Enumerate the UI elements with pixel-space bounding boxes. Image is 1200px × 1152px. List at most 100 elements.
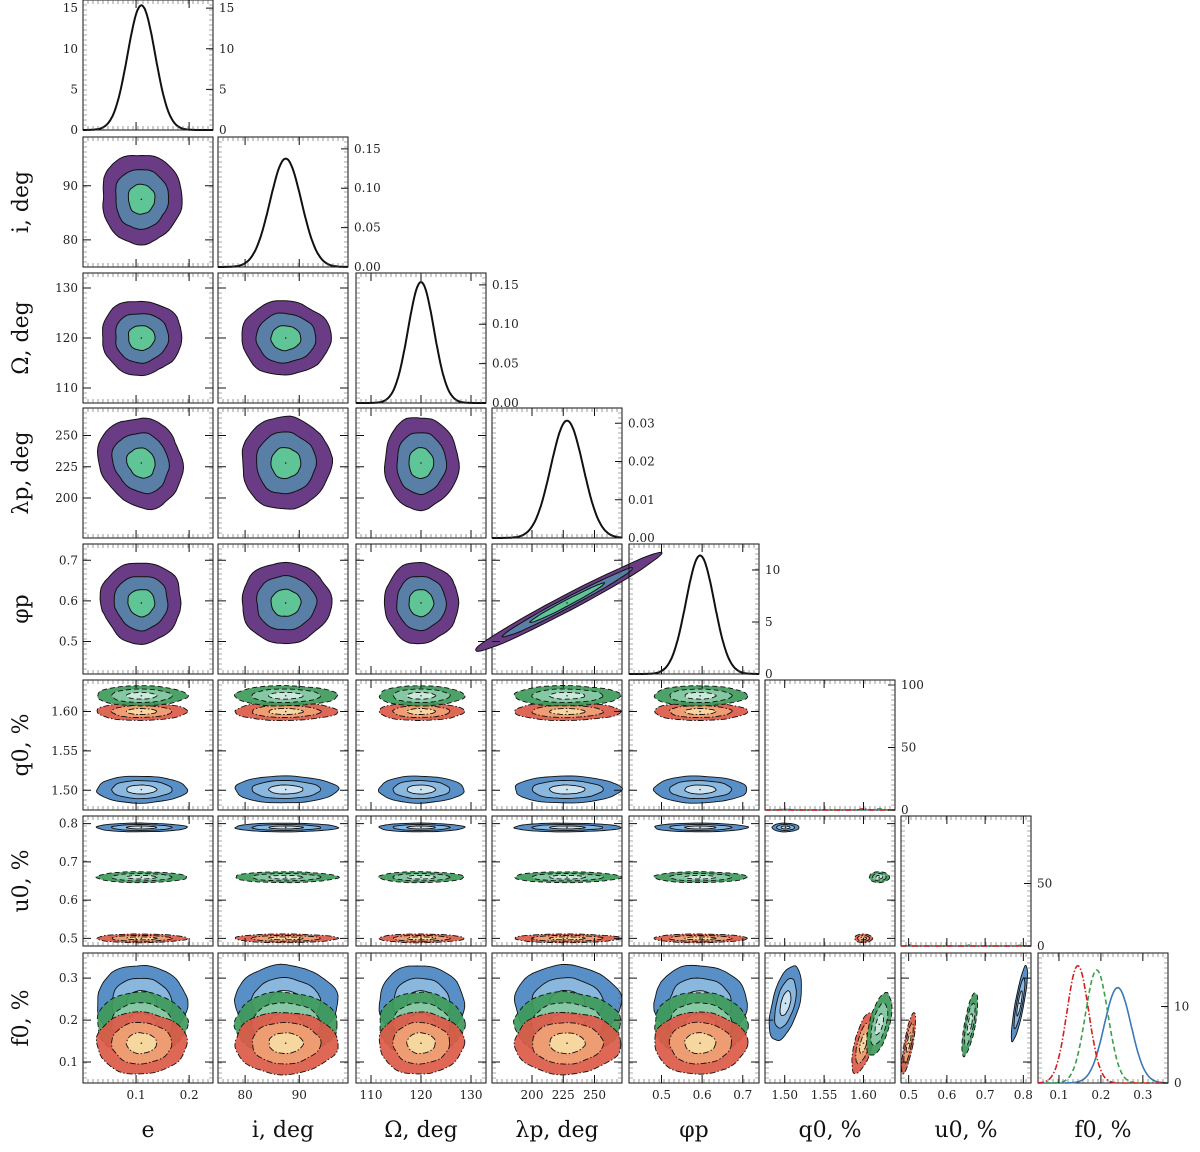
mean-marker: [140, 337, 143, 339]
x-tick-label: 0.6: [937, 1088, 956, 1102]
panel-phi_p-e: 0.5 0.6 0.7: [59, 543, 214, 675]
major-ticks-y: [492, 711, 622, 791]
mean-marker-blue: [699, 826, 701, 829]
x-tick-label: 0.2: [1091, 1088, 1110, 1102]
minor-ticks: [1038, 953, 1168, 1083]
x-tick-label: 0.5: [652, 1088, 671, 1102]
major-ticks-x: [531, 816, 595, 946]
density-tick-label: 0.02: [628, 455, 655, 469]
mean-marker: [140, 198, 143, 201]
density-tick-label: 0: [765, 667, 773, 681]
minor-ticks: [901, 953, 1031, 1083]
major-ticks-x: [135, 137, 190, 267]
major-ticks-x: [661, 816, 744, 946]
density-ticks: [341, 148, 348, 268]
y-tick-label: 250: [55, 429, 78, 443]
major-ticks-x: [531, 953, 595, 1083]
x-tick-label: 90: [292, 1088, 307, 1102]
panel-frame: [217, 136, 349, 268]
mean-marker-red: [284, 710, 287, 713]
minor-ticks: [629, 544, 759, 674]
x-tick-label: 0.6: [693, 1088, 712, 1102]
major-ticks-y: [83, 435, 213, 499]
y-tick-label: 10: [63, 42, 78, 56]
minor-ticks: [83, 137, 213, 267]
major-ticks-y: [356, 559, 486, 642]
y-tick-label: 225: [55, 460, 78, 474]
density-tick-label: 0.01: [628, 493, 655, 507]
panel-phi_p-phi_p: 0 5 10: [628, 543, 780, 681]
mean-marker-blue: [284, 788, 287, 791]
density-tick-label: 0.00: [492, 396, 519, 410]
panel-e-e: 0 5 10 15 0 5 10 15: [63, 0, 234, 137]
minor-ticks: [901, 816, 1031, 946]
major-ticks-x: [531, 408, 595, 538]
x-tick-label: 200: [521, 1088, 544, 1102]
mean-marker-red: [420, 1042, 422, 1044]
density-curve-blue: [1038, 986, 1168, 1084]
panel-frame: [1037, 952, 1169, 1084]
y-tick-label: 0: [70, 123, 78, 137]
mean-marker: [566, 602, 568, 604]
x-axis-label-u0: u0, %: [934, 1118, 997, 1143]
minor-ticks: [218, 137, 348, 267]
density-tick-label: 0: [219, 123, 227, 137]
major-ticks-y: [356, 823, 486, 939]
density-tick-label: 0.05: [354, 221, 381, 235]
mean-marker-red: [140, 1042, 143, 1044]
minor-ticks: [765, 816, 895, 946]
mean-marker-green: [140, 876, 143, 878]
density-curve: [492, 419, 623, 539]
major-ticks-x: [135, 0, 190, 130]
major-ticks-y: [218, 711, 348, 791]
minor-ticks: [492, 680, 622, 810]
y-tick-label: 0.5: [59, 931, 78, 945]
mean-marker-red: [140, 937, 143, 940]
panel-f0-i: 80 90: [217, 952, 349, 1102]
mean-marker-green: [140, 694, 143, 697]
minor-ticks: [83, 544, 213, 674]
x-axis-label-f0: f0, %: [1074, 1118, 1131, 1143]
density-curve-red: [901, 944, 1031, 947]
panel-frame: [764, 679, 896, 811]
mean-marker-blue: [566, 788, 568, 791]
density-tick-label: 0: [901, 803, 909, 817]
panel-Omega-i: [217, 272, 349, 404]
panel-phi_p-lambda_p: [475, 543, 663, 675]
major-ticks-x: [661, 953, 744, 1083]
density-tick-label: 5: [765, 615, 773, 629]
mean-marker-red: [862, 1042, 865, 1044]
mean-marker: [284, 337, 287, 339]
major-ticks-x: [244, 273, 300, 403]
mean-marker-red: [699, 937, 701, 940]
major-ticks-y: [492, 823, 622, 939]
major-ticks-y: [629, 823, 759, 939]
major-ticks-y: [218, 559, 348, 642]
minor-ticks: [218, 544, 348, 674]
density-curve: [356, 281, 486, 404]
y-tick-label: 0.3: [59, 971, 78, 985]
panel-f0-f0: 0 10 0.1 0.2 0.3: [1037, 952, 1189, 1102]
mean-marker-blue: [784, 826, 787, 829]
mean-marker-red: [566, 710, 568, 713]
minor-ticks: [492, 408, 622, 538]
mean-marker-green: [699, 694, 701, 697]
mean-marker: [140, 602, 143, 604]
major-ticks-y: [492, 559, 622, 642]
mean-marker-red: [699, 710, 701, 713]
density-tick-label: 0.05: [492, 357, 519, 371]
density-tick-label: 0: [1037, 939, 1045, 953]
x-tick-label: 0.7: [976, 1088, 995, 1102]
major-ticks-y: [218, 287, 348, 389]
minor-ticks: [492, 953, 622, 1083]
panel-frame: [900, 815, 1032, 947]
x-tick-label: 120: [410, 1088, 433, 1102]
density-tick-label: 15: [219, 1, 234, 15]
x-tick-label: 130: [460, 1088, 483, 1102]
panel-lambda_p-e: 200 225 250: [55, 407, 214, 539]
minor-ticks: [83, 408, 213, 538]
mean-marker-red: [566, 1042, 568, 1044]
mean-marker-red: [420, 710, 422, 713]
x-tick-label: 0.1: [127, 1088, 146, 1102]
major-ticks-y: [765, 977, 895, 1063]
